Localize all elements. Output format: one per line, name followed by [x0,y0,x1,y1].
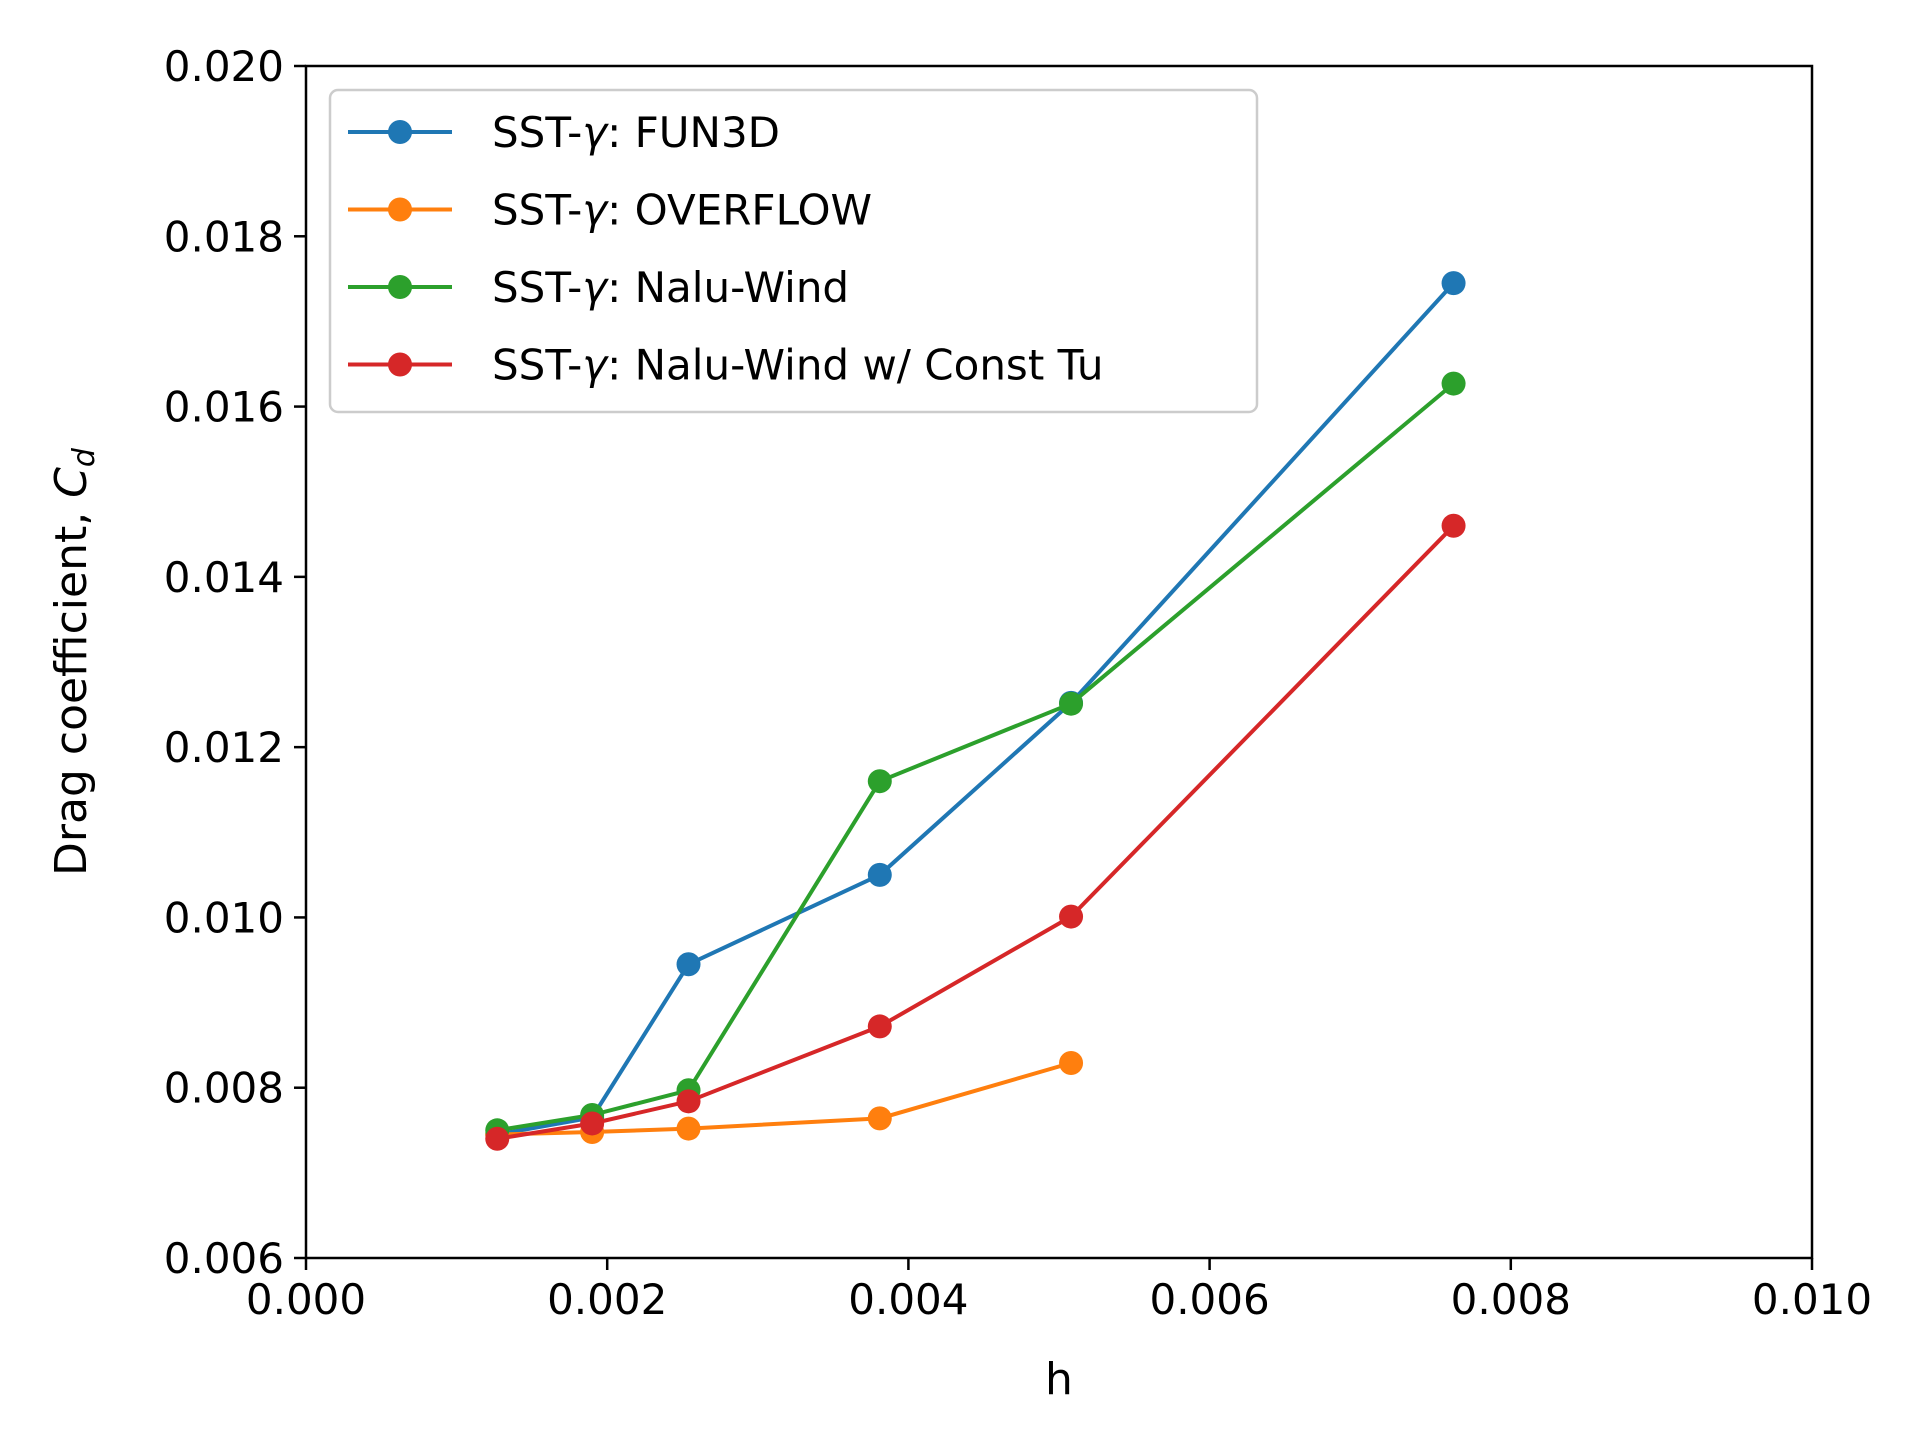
legend-marker [388,352,412,377]
y-tick-label: 0.012 [164,723,284,772]
data-point [1059,691,1084,716]
data-point [676,1116,701,1141]
x-tick-label: 0.004 [848,1275,968,1324]
y-tick-label: 0.014 [164,553,284,602]
data-point [485,1126,510,1151]
data-point [676,952,701,977]
legend: SST-γ: FUN3D SST-γ: OVERFLOW SST-γ: Nalu-W… [328,88,1259,414]
series-line [496,524,1456,1141]
legend-entry: SST-γ: OVERFLOW [348,186,872,235]
y-tick-label: 0.016 [164,383,284,432]
data-point [867,769,892,794]
series-line [496,382,1455,1133]
x-tick-label: 0.000 [246,1275,366,1324]
y-axis-label: Drag coefficient, Cd [46,447,102,876]
data-point [1059,1051,1084,1076]
data-point [1441,513,1466,538]
y-axis: 0.006 0.008 0.010 0.012 0.014 0.016 0.018 0.020 [164,42,306,1283]
data-point [867,1014,892,1039]
legend-marker [388,197,412,222]
y-tick-label: 0.010 [164,893,284,942]
legend-label: SST-γ: Nalu-Wind w/ Const Tu [492,341,1104,390]
series-3 [485,371,1466,1143]
data-point [580,1111,605,1136]
x-tick-label: 0.002 [547,1275,667,1324]
legend-entry: SST-γ: FUN3D [348,108,780,157]
legend-marker [388,275,412,299]
y-axis-label-text: Drag coefficient, [46,498,97,876]
legend-frame [328,88,1259,414]
x-tick-label: 0.008 [1451,1275,1571,1324]
legend-label: SST-γ: OVERFLOW [492,186,872,235]
y-tick-label: 0.020 [164,42,284,91]
y-tick-label: 0.018 [164,212,284,261]
legend-entry: SST-γ: Nalu-Wind [348,263,849,312]
data-point [867,862,892,887]
legend-marker [388,120,412,144]
legend-label: SST-γ: FUN3D [492,108,780,157]
y-axis-label-symbol: C [46,467,97,498]
x-axis-label: h [1045,1354,1073,1405]
x-axis: 0.000 0.002 0.004 0.006 0.008 0.010 [246,1258,1872,1324]
series-4 [485,513,1466,1151]
legend-label: SST-γ: Nalu-Wind [492,263,849,312]
y-tick-label: 0.008 [164,1064,284,1113]
y-axis-label-subscript: d [67,447,102,467]
y-tick-label: 0.006 [164,1234,284,1283]
data-point [867,1106,892,1131]
plot-area [485,271,1466,1151]
series-line [496,281,1456,1137]
x-tick-label: 0.006 [1149,1275,1269,1324]
legend-entry: SST-γ: Nalu-Wind w/ Const Tu [348,341,1104,390]
x-tick-label: 0.010 [1752,1275,1872,1324]
data-point [1441,371,1466,396]
data-point [1059,904,1084,929]
axes-frame [304,64,1814,1260]
data-point [676,1089,701,1114]
data-point [1441,271,1466,296]
